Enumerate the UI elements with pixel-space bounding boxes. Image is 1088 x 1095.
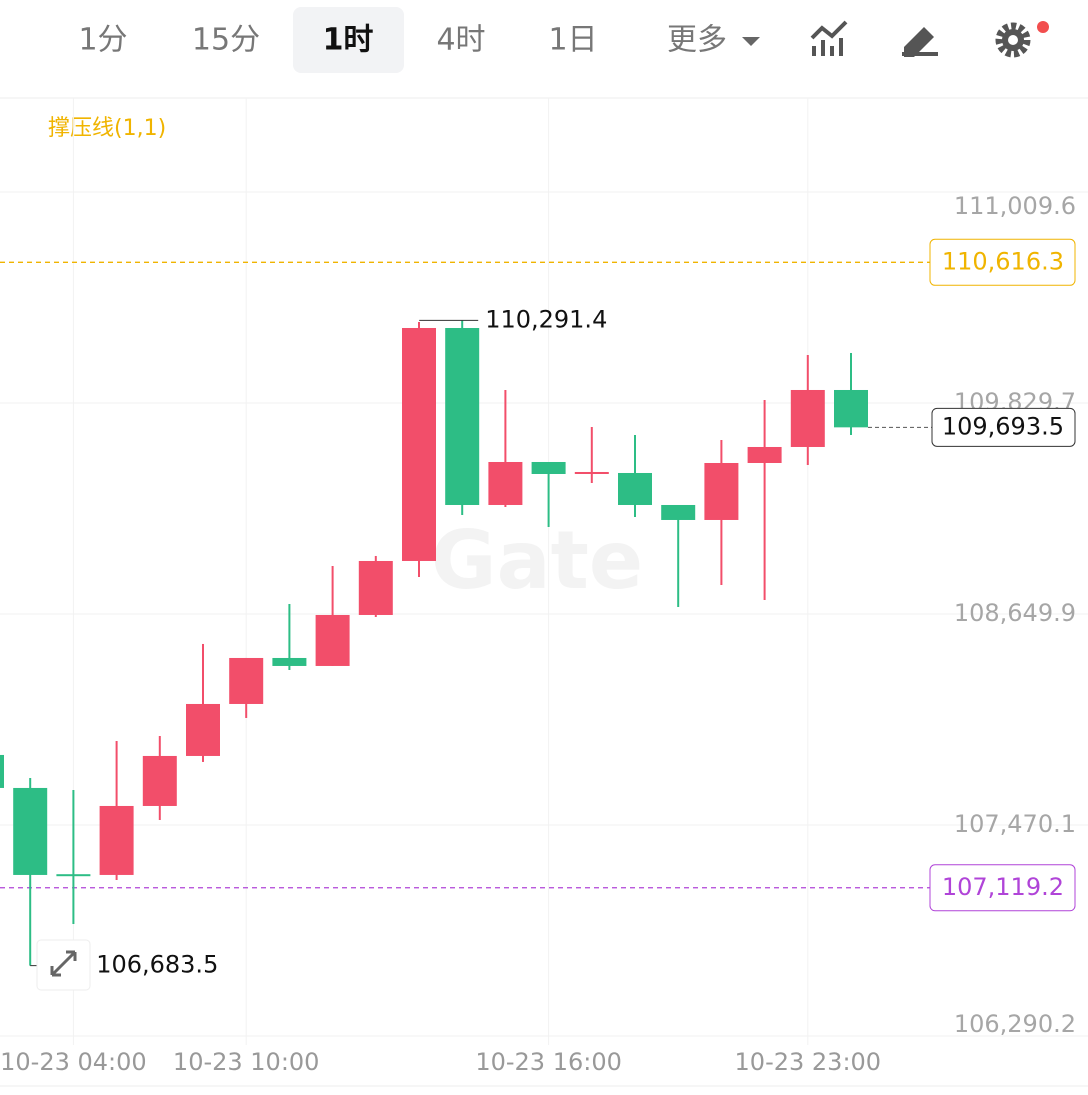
tab[interactable]: 15分 (192, 23, 260, 58)
candle-body (704, 462, 739, 520)
candle-body (402, 327, 436, 561)
active-tab-bg (293, 7, 404, 73)
candle-body (618, 472, 652, 505)
y-tick-label: 108,649.9 (954, 599, 1076, 627)
candle-body (574, 471, 609, 474)
reference-label: 110,616.3 (942, 247, 1064, 275)
more-arrow[interactable] (742, 37, 760, 46)
watermark: Gate (431, 514, 643, 607)
x-tick-label: 10-23 16:00 (475, 1048, 622, 1076)
candle-body (488, 461, 523, 505)
candle-body (661, 504, 696, 520)
y-tick-label: 111,009.6 (954, 192, 1076, 220)
tab[interactable]: 4时 (436, 23, 485, 58)
candle-body (315, 614, 350, 666)
settings-icon[interactable] (995, 21, 1049, 58)
candle-body (834, 389, 868, 428)
indicator-label: 撑压线(1,1) (48, 116, 166, 141)
current-price-box (931, 407, 1076, 447)
candle-body (0, 754, 4, 788)
draw-icon[interactable] (902, 27, 938, 57)
candle-body (99, 805, 134, 875)
candle-body (531, 461, 566, 474)
y-tick-label: 106,290.2 (954, 1010, 1076, 1038)
candle-body (229, 657, 264, 704)
high-marker-label: 110,291.4 (485, 305, 607, 333)
low-marker-label: 106,683.5 (96, 951, 218, 979)
tab[interactable]: 1时 (323, 23, 374, 58)
reference-label: 107,119.2 (942, 873, 1064, 901)
x-tick-label: 10-23 10:00 (173, 1048, 320, 1076)
plot: 111,009.6109,829.7108,649.9107,470.1106,… (0, 98, 1088, 1076)
tabs: 1分 15分 1时 4时 1日 更多 (78, 23, 727, 58)
reference-label-box (929, 864, 1076, 912)
indicator-icon[interactable] (810, 20, 848, 56)
tab[interactable]: 更多 (667, 23, 727, 58)
candle-body (747, 446, 782, 463)
candle-body (358, 560, 393, 615)
x-tick-label: 10-23 04:00 (0, 1048, 147, 1076)
candle-body (142, 755, 177, 806)
candle-body (186, 703, 220, 756)
y-tick-label: 107,470.1 (954, 810, 1076, 838)
current-price-label: 109,693.5 (942, 412, 1064, 440)
candle-body (790, 389, 825, 447)
tab[interactable]: 1分 (78, 23, 127, 58)
candle-body (272, 657, 307, 666)
candle-body (13, 787, 48, 875)
expand-button[interactable] (36, 939, 91, 991)
reference-label-box (929, 238, 1076, 286)
tab[interactable]: 1日 (548, 23, 597, 58)
x-tick-label: 10-23 23:00 (735, 1048, 882, 1076)
candle-body (445, 327, 480, 505)
candle-body (56, 874, 91, 877)
